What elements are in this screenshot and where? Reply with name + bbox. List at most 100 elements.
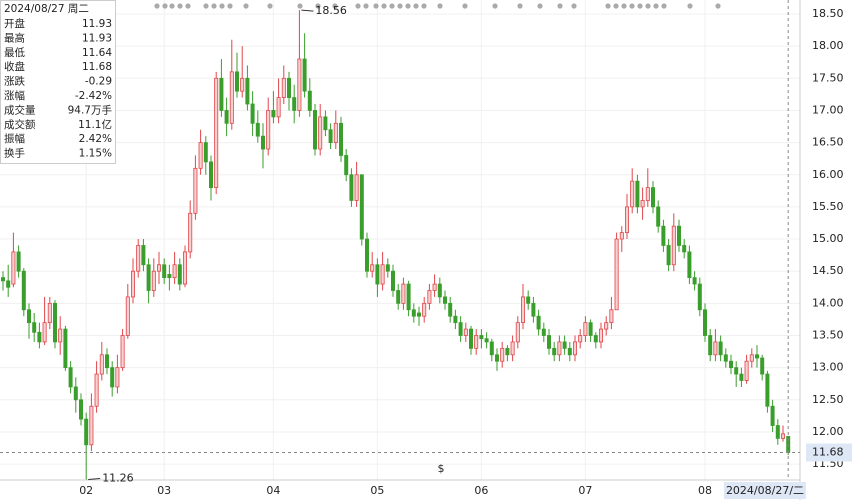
candle-body bbox=[500, 347, 505, 362]
event-dot[interactable] bbox=[389, 3, 395, 9]
event-dot[interactable] bbox=[405, 3, 411, 9]
info-value: 94.7万手 bbox=[68, 103, 112, 116]
candle-body bbox=[474, 335, 479, 349]
candle-body bbox=[515, 322, 520, 343]
candle-body bbox=[406, 283, 411, 311]
event-dot[interactable] bbox=[373, 3, 379, 9]
candle-body bbox=[427, 290, 432, 304]
event-dot[interactable] bbox=[661, 3, 667, 9]
x-tick-label: 05 bbox=[370, 484, 384, 497]
event-dot[interactable] bbox=[492, 3, 498, 9]
candle-body bbox=[416, 312, 421, 317]
candle-body bbox=[651, 187, 656, 208]
candle-body bbox=[271, 110, 276, 118]
candle-body bbox=[614, 238, 619, 311]
candle-body bbox=[364, 238, 369, 272]
info-label: 换手 bbox=[4, 147, 25, 160]
candle-body bbox=[666, 245, 671, 266]
candle-body bbox=[120, 335, 125, 369]
candle-body bbox=[6, 280, 11, 288]
info-label: 最高 bbox=[4, 31, 25, 44]
event-marker[interactable]: $ bbox=[438, 462, 445, 475]
candle-body bbox=[552, 347, 557, 356]
candle-body bbox=[578, 335, 583, 343]
event-dot[interactable] bbox=[332, 3, 338, 9]
event-dot[interactable] bbox=[645, 3, 651, 9]
event-dot[interactable] bbox=[219, 3, 225, 9]
candle-body bbox=[182, 251, 187, 285]
event-dot[interactable] bbox=[413, 3, 419, 9]
event-dot[interactable] bbox=[154, 3, 160, 9]
event-dot[interactable] bbox=[243, 3, 249, 9]
event-dot[interactable] bbox=[227, 3, 233, 9]
info-label: 振幅 bbox=[4, 132, 25, 145]
candle-body bbox=[146, 264, 151, 291]
candle-body bbox=[349, 174, 354, 201]
low-annotation: 11.26 bbox=[102, 472, 134, 485]
event-dot[interactable] bbox=[571, 3, 577, 9]
candle-body bbox=[312, 110, 317, 150]
candle-body bbox=[723, 354, 728, 362]
event-dot[interactable] bbox=[185, 3, 191, 9]
candle-body bbox=[94, 373, 99, 407]
candle-body bbox=[708, 335, 713, 356]
info-value: 1.15% bbox=[79, 148, 112, 160]
y-tick-label: 15.00 bbox=[812, 232, 844, 245]
event-dot[interactable] bbox=[169, 3, 175, 9]
event-dot[interactable] bbox=[557, 3, 563, 9]
candle-body bbox=[765, 373, 770, 407]
candle-body bbox=[749, 354, 754, 362]
x-tick-label: 02 bbox=[79, 484, 93, 497]
candle-body bbox=[521, 296, 526, 324]
candle-body bbox=[281, 77, 286, 98]
y-tick-label: 18.00 bbox=[812, 39, 844, 52]
candle-body bbox=[240, 77, 245, 92]
event-dot[interactable] bbox=[162, 3, 168, 9]
candle-body bbox=[297, 58, 302, 111]
candle-body bbox=[484, 338, 489, 343]
event-dot[interactable] bbox=[537, 3, 543, 9]
candle-body bbox=[437, 283, 442, 298]
candle-body bbox=[89, 405, 94, 446]
event-dot[interactable] bbox=[437, 3, 443, 9]
event-dot[interactable] bbox=[397, 3, 403, 9]
event-dot[interactable] bbox=[315, 3, 321, 9]
candle-body bbox=[505, 347, 510, 356]
info-label: 最低 bbox=[4, 46, 25, 59]
event-dot[interactable] bbox=[517, 3, 523, 9]
event-dot[interactable] bbox=[203, 3, 209, 9]
info-date: 2024/08/27 周二 bbox=[4, 3, 89, 15]
y-tick-label: 12.00 bbox=[812, 425, 844, 438]
event-dot[interactable] bbox=[605, 3, 611, 9]
candle-body bbox=[130, 270, 135, 298]
date-label-box bbox=[724, 482, 806, 499]
event-dot[interactable] bbox=[621, 3, 627, 9]
candle-body bbox=[630, 180, 635, 208]
event-dot[interactable] bbox=[653, 3, 659, 9]
candle-body bbox=[593, 335, 598, 343]
event-dot[interactable] bbox=[637, 3, 643, 9]
candle-body bbox=[63, 328, 68, 369]
event-dot[interactable] bbox=[629, 3, 635, 9]
event-dot[interactable] bbox=[715, 3, 721, 9]
event-dot[interactable] bbox=[211, 3, 217, 9]
y-tick-label: 13.50 bbox=[812, 329, 844, 342]
candle-body bbox=[338, 122, 343, 156]
event-dot[interactable] bbox=[297, 3, 303, 9]
candle-body bbox=[208, 161, 213, 189]
event-dot[interactable] bbox=[355, 3, 361, 9]
event-dot[interactable] bbox=[421, 3, 427, 9]
event-dot[interactable] bbox=[687, 3, 693, 9]
candle-body bbox=[219, 77, 224, 111]
event-dot[interactable] bbox=[177, 3, 183, 9]
candle-body bbox=[224, 110, 229, 124]
event-dot[interactable] bbox=[267, 3, 273, 9]
candle-body bbox=[73, 386, 78, 401]
event-dot[interactable] bbox=[381, 3, 387, 9]
event-dot[interactable] bbox=[462, 3, 468, 9]
event-dot[interactable] bbox=[613, 3, 619, 9]
info-value: 11.1亿 bbox=[78, 118, 112, 131]
event-dot[interactable] bbox=[363, 3, 369, 9]
